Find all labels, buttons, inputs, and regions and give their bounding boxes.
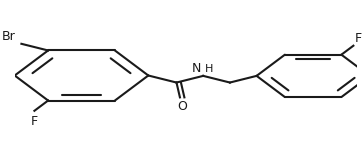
Text: N: N bbox=[192, 62, 202, 75]
Text: F: F bbox=[355, 32, 362, 45]
Text: H: H bbox=[205, 64, 213, 74]
Text: O: O bbox=[177, 100, 187, 113]
Text: F: F bbox=[31, 114, 38, 127]
Text: Br: Br bbox=[1, 30, 15, 43]
